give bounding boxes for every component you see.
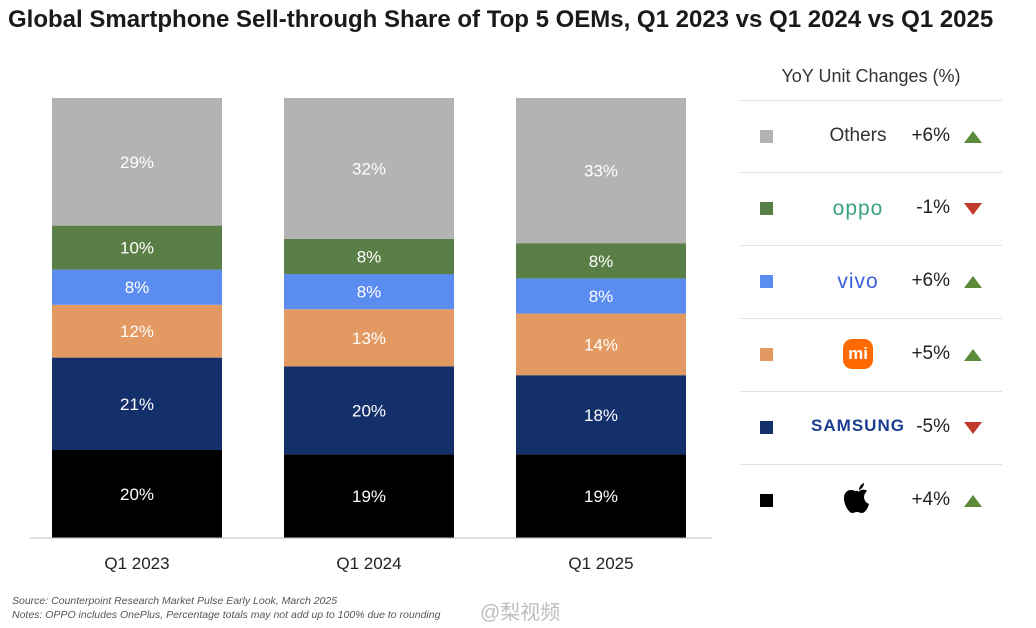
data-label: 33% [584,162,618,181]
source-line: Source: Counterpoint Research Market Pul… [12,595,338,607]
yoy-change-value: +6% [911,125,950,146]
legend-label-oppo: oppo [832,197,884,220]
legend-label-others: Others [829,125,887,146]
legend-label-vivo: vivo [837,270,879,293]
yoy-change-value: +4% [911,489,950,510]
bar-segment-others-1 [52,98,222,226]
x-tick-label: Q1 2025 [568,554,633,573]
legend-row: vivo +6% [740,245,1002,318]
legend-row: Others +6% [740,100,1002,173]
bar-segment-xiaomi-1 [52,304,222,358]
source-notes: Source: Counterpoint Research Market Pul… [12,594,440,622]
yoy-change-value: +5% [911,343,950,364]
data-label: 12% [120,322,154,341]
up-triangle-icon [964,131,982,143]
legend-swatch [760,421,773,434]
notes-line: Notes: OPPO includes OnePlus, Percentage… [12,609,441,621]
legend-swatch [760,494,773,507]
data-label: 8% [357,247,382,266]
data-label: 32% [352,159,386,178]
legend-row: +4% [740,464,1002,537]
data-label: 14% [584,335,618,354]
down-triangle-icon [964,422,982,434]
data-label: 29% [120,153,154,172]
xiaomi-logo: mi [786,339,930,369]
bar-segment-oppo-1 [52,225,222,270]
legend-swatch [760,348,773,361]
legend-row: SAMSUNG -5% [740,391,1002,464]
data-label: 21% [120,395,154,414]
bar-segment-xiaomi-2 [284,309,454,367]
bar-segment-apple-1 [52,450,222,538]
yoy-change-value: -5% [916,416,950,437]
up-triangle-icon [964,276,982,288]
legend-swatch [760,202,773,215]
x-tick-label: Q1 2024 [336,554,401,573]
legend-heading: YoY Unit Changes (%) [781,66,961,86]
data-label: 8% [357,283,382,302]
bar-segment-vivo-3 [516,278,686,314]
data-label: 18% [584,406,618,425]
stacked-bar-chart: 20% 21% 12% 8% 10% 29% Q1 2023 19% 20% 13% 8% 8% 32%… [30,98,712,573]
watermark: @梨视频 [480,602,561,624]
legend-row: oppo -1% [740,172,1002,245]
data-label: 20% [120,485,154,504]
x-tick-label: Q1 2023 [104,554,169,573]
bar-segment-samsung-3 [516,375,686,455]
chart-title: Global Smartphone Sell-through Share of … [8,6,994,33]
yoy-change-value: +6% [911,270,950,291]
bar-segment-vivo-1 [52,269,222,305]
data-label: 19% [352,487,386,506]
data-label: 20% [352,401,386,420]
bar-segment-xiaomi-3 [516,313,686,376]
apple-logo [786,483,930,527]
bar-segment-oppo-3 [516,243,686,279]
bar-segment-samsung-2 [284,366,454,455]
data-label: 13% [352,329,386,348]
data-label: 8% [589,252,614,271]
legend-swatch [760,130,773,143]
down-triangle-icon [964,203,982,215]
bar-segment-others-2 [284,98,454,239]
data-label: 10% [120,239,154,258]
bar-segment-others-3 [516,98,686,244]
up-triangle-icon [964,495,982,507]
data-label: 8% [125,278,150,297]
data-label: 19% [584,487,618,506]
bar-segment-samsung-1 [52,357,222,450]
bar-segment-oppo-2 [284,238,454,274]
legend-swatch [760,275,773,288]
legend-label-samsung: SAMSUNG [811,416,905,435]
yoy-change-value: -1% [916,197,950,218]
bar-segment-apple-3 [516,454,686,538]
bar-segment-vivo-2 [284,274,454,310]
legend-row: mi +5% [740,318,1002,391]
up-triangle-icon [964,349,982,361]
bar-segment-apple-2 [284,454,454,538]
data-label: 8% [589,287,614,306]
